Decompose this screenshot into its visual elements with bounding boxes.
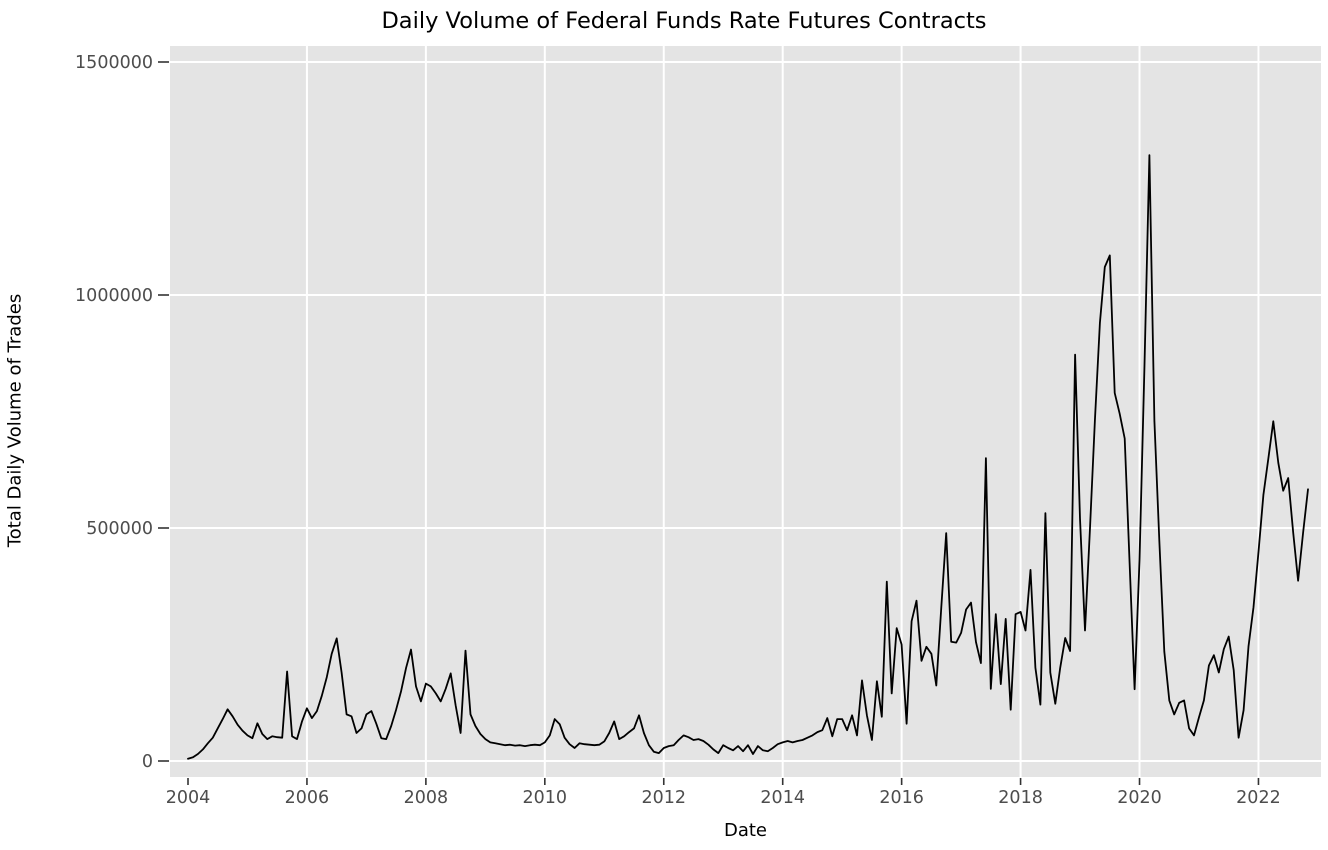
x-tick-label: 2012 — [641, 788, 686, 808]
x-tick-label: 2016 — [879, 788, 924, 808]
series-line — [187, 154, 1309, 760]
x-tick-label: 2004 — [166, 788, 211, 808]
x-axis-label: Date — [723, 820, 768, 841]
x-tick-label: 2010 — [523, 788, 568, 808]
panel-background — [170, 46, 1321, 777]
x-tick-label: 2006 — [285, 788, 330, 808]
chart-title: Daily Volume of Federal Funds Rate Futur… — [381, 8, 987, 34]
y-axis-label: Total Daily Volume of Trades — [4, 293, 26, 548]
x-tick-label: 2018 — [998, 788, 1043, 808]
y-tick-label: 1500000 — [75, 53, 153, 73]
x-tick-label: 2020 — [1117, 788, 1162, 808]
y-tick-label: 500000 — [86, 519, 153, 539]
x-tick-label: 2014 — [760, 788, 805, 808]
x-tick-label: 2022 — [1236, 788, 1281, 808]
y-tick-label: 0 — [142, 752, 153, 772]
y-tick-label: 1000000 — [75, 286, 153, 306]
x-tick-label: 2008 — [404, 788, 449, 808]
